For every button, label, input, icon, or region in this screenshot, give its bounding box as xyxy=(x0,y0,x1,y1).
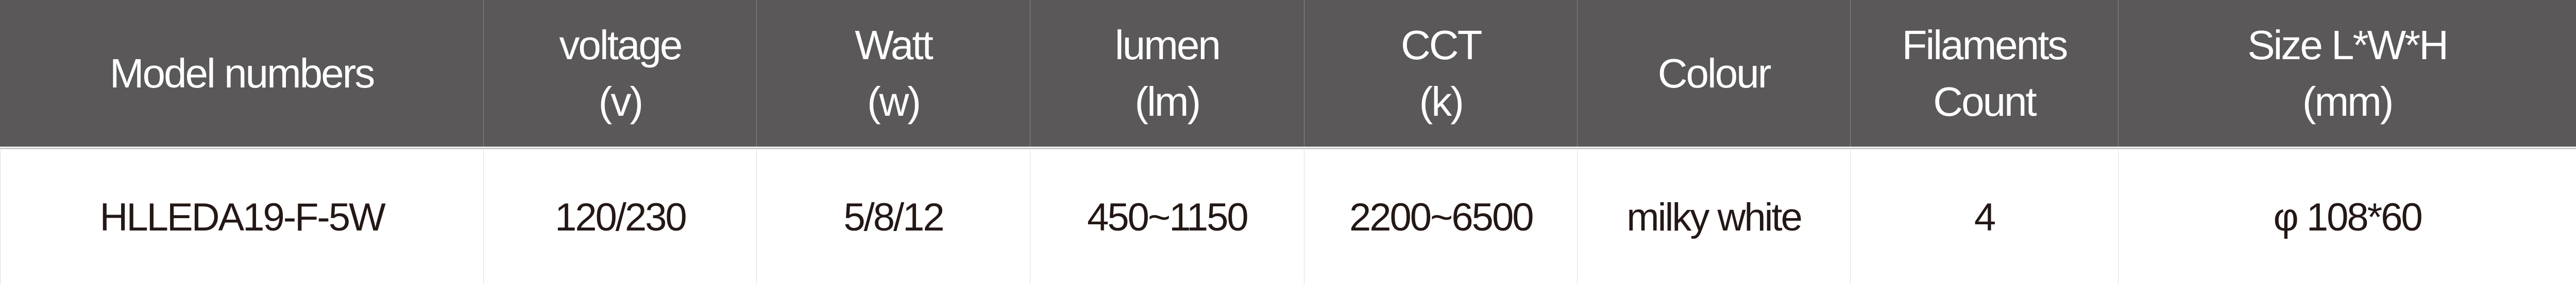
header-label: Watt xyxy=(855,22,933,68)
header-unit: (v) xyxy=(598,78,643,125)
header-voltage: voltage (v) xyxy=(483,0,757,147)
cell-model-number: HLLEDA19-F-5W xyxy=(0,150,483,284)
cell-colour: milky white xyxy=(1577,150,1850,284)
cell-voltage: 120/230 xyxy=(483,150,756,284)
header-model-numbers: Model numbers xyxy=(0,0,484,147)
header-unit: (lm) xyxy=(1134,78,1201,125)
header-label: Size L*W*H xyxy=(2247,22,2449,68)
cell-text: 2200~6500 xyxy=(1349,195,1534,239)
cell-text: 5/8/12 xyxy=(843,195,944,239)
header-label: Model numbers xyxy=(109,50,375,96)
header-size: Size L*W*H (mm) xyxy=(2118,0,2576,147)
header-label-2: Count xyxy=(1933,78,2037,125)
header-colour: Colour xyxy=(1577,0,1850,147)
cell-text: 4 xyxy=(1974,195,1996,239)
header-cct: CCT (k) xyxy=(1304,0,1578,147)
cell-text: φ 108*60 xyxy=(2273,195,2422,239)
cell-text: 450~1150 xyxy=(1087,195,1249,239)
cell-text: 120/230 xyxy=(554,195,687,239)
cell-lumen: 450~1150 xyxy=(1029,150,1304,284)
header-divider xyxy=(0,147,2576,150)
header-filaments-count: Filaments Count xyxy=(1850,0,2119,147)
cell-text: milky white xyxy=(1626,195,1803,239)
header-label: voltage xyxy=(559,22,683,68)
header-unit: (mm) xyxy=(2302,78,2394,125)
header-label: CCT xyxy=(1401,22,1482,68)
header-label: Filaments xyxy=(1902,22,2069,68)
header-unit: (k) xyxy=(1419,78,1464,125)
header-label: lumen xyxy=(1114,22,1221,68)
cell-text: HLLEDA19-F-5W xyxy=(99,195,385,239)
cell-watt: 5/8/12 xyxy=(756,150,1029,284)
cell-cct: 2200~6500 xyxy=(1304,150,1577,284)
header-unit: (w) xyxy=(867,78,921,125)
cell-filaments-count: 4 xyxy=(1850,150,2118,284)
cell-size: φ 108*60 xyxy=(2118,150,2576,284)
header-watt: Watt (w) xyxy=(756,0,1030,147)
header-label: Colour xyxy=(1657,50,1772,96)
header-lumen: lumen (lm) xyxy=(1029,0,1304,147)
